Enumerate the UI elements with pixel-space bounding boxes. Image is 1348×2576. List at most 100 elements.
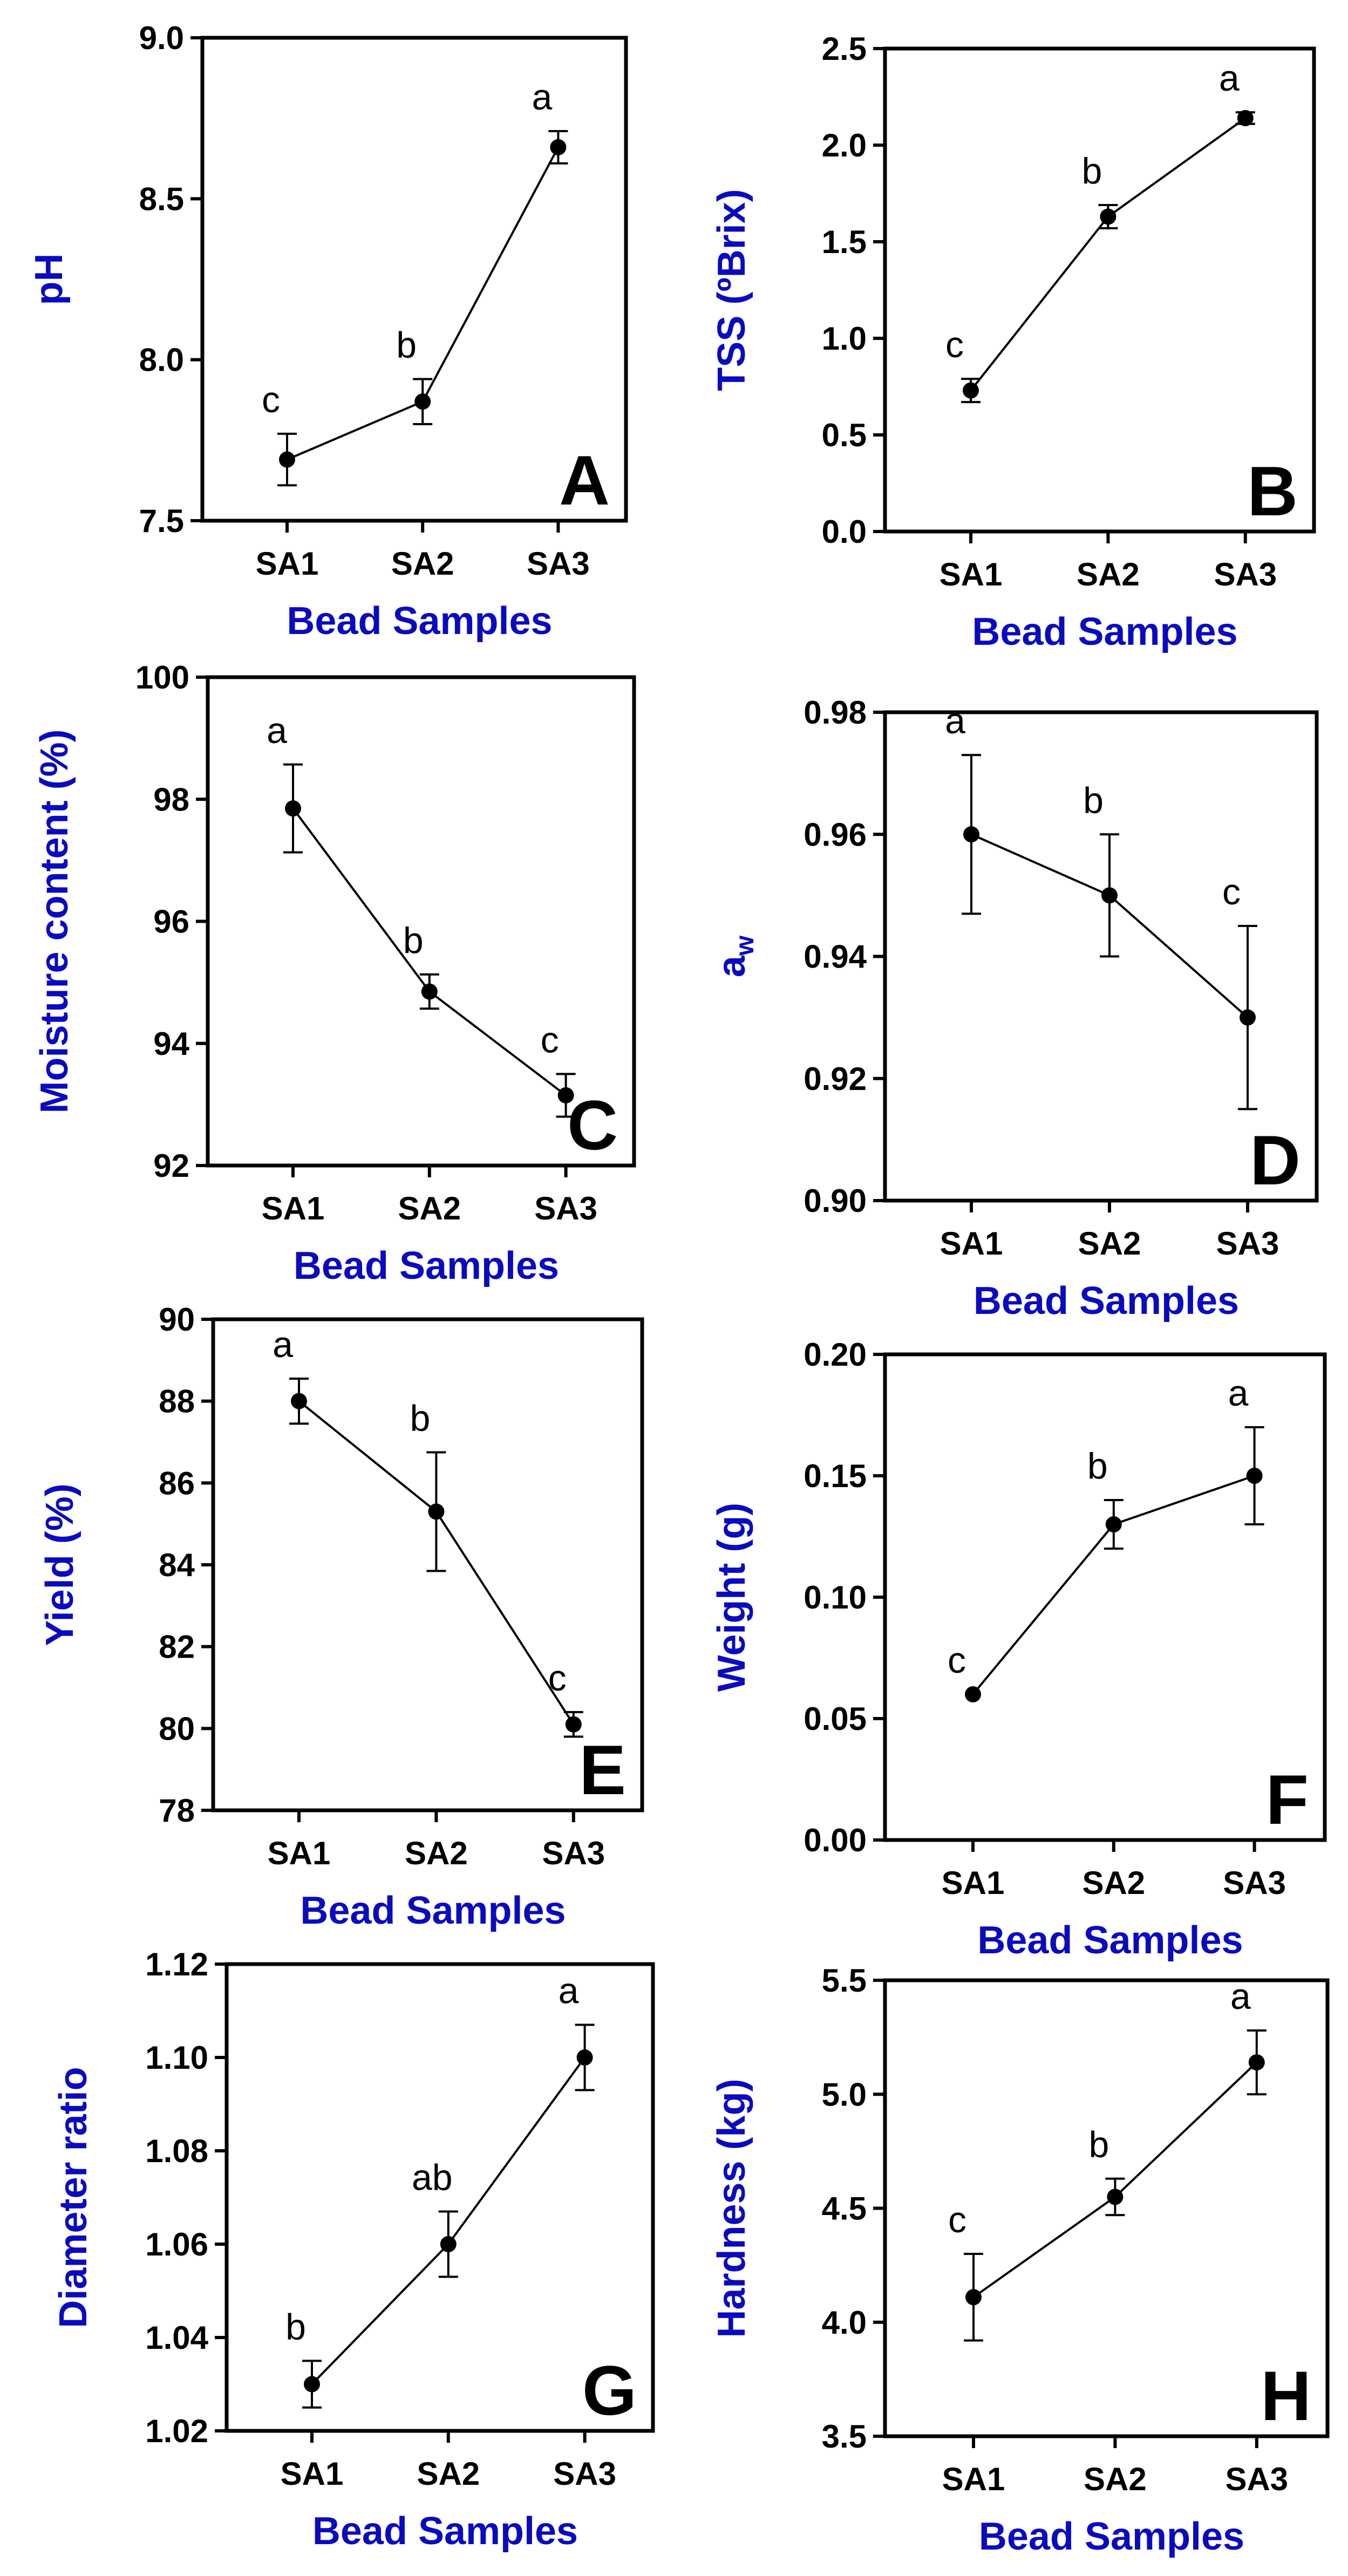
panel-b-significance-label: b [1081, 151, 1102, 192]
panel-c-series-line [292, 808, 567, 1096]
panel-c-y-axis-title: Moisture content (%) [33, 730, 76, 1114]
panel-d-ytick-label: 0.90 [804, 1183, 867, 1219]
panel-e-x-axis-title: Bead Samples [300, 1889, 566, 1932]
panel-f-significance-label: b [1087, 1446, 1108, 1487]
panel-f-significance-label: c [948, 1640, 966, 1681]
panel-h-data-point [965, 2289, 982, 2306]
panel-c-letter: C [567, 1086, 618, 1164]
panel-e-xtick-label: SA3 [542, 1835, 605, 1871]
panel-g-ytick-label: 1.10 [145, 2040, 208, 2076]
panel-d-significance-label: c [1222, 871, 1241, 912]
panel-h-y-axis-title: Hardness (kg) [710, 2078, 753, 2338]
panel-b-data-point [1237, 110, 1254, 126]
panel-c-ytick-label: 94 [153, 1026, 189, 1062]
panel-c-significance-label: a [267, 710, 287, 751]
panel-b-xtick-label: SA2 [1077, 556, 1140, 592]
panel-h-xtick-label: SA3 [1225, 2461, 1288, 2497]
panel-h-ytick-label: 4.0 [822, 2305, 867, 2341]
panel-b-y-axis-title: TSS (ºBrix) [710, 189, 753, 391]
panel-e-data-point [428, 1503, 445, 1520]
panel-h-xtick-label: SA1 [942, 2461, 1005, 2497]
panel-b-letter: B [1247, 452, 1298, 530]
panel-c-ytick-label: 98 [153, 781, 189, 817]
panel-b-ytick-label: 1.5 [822, 224, 867, 260]
panel-e-data-point [565, 1716, 582, 1733]
panel-c-x-axis-title: Bead Samples [294, 1244, 559, 1287]
panel-e-ytick-label: 90 [159, 1301, 195, 1338]
panel-e-significance-label: a [273, 1324, 293, 1365]
panel-e-significance-label: c [548, 1658, 567, 1699]
panel-c-xtick-label: SA3 [534, 1190, 597, 1226]
panel-g: 1.02 1.04 1.06 1.08 1.10 1.12 SA1 SA2 SA3 Bead Sa… [52, 1946, 655, 2553]
panel-b-ytick-label: 2.0 [822, 127, 867, 163]
panel-h-ytick-label: 3.5 [822, 2418, 867, 2455]
panel-d-data-point [1240, 1009, 1256, 1026]
panel-h-significance-label: a [1230, 1976, 1251, 2017]
panel-d-xtick-label: SA1 [940, 1225, 1003, 1262]
panel-d-ytick-label: 0.96 [804, 816, 867, 853]
panel-b-ytick-label: 1.0 [822, 321, 867, 357]
panel-g-data-point [576, 2049, 593, 2066]
panel-a-plot-frame [200, 36, 628, 523]
panel-c-ytick-label: 92 [153, 1148, 189, 1184]
panel-c-significance-label: c [541, 1019, 559, 1060]
panel-c-xtick-label: SA2 [398, 1190, 461, 1226]
panel-c-xtick-label: SA1 [262, 1190, 325, 1226]
panel-a-ytick-label: 9.0 [139, 20, 184, 56]
panel-b-xtick-label: SA3 [1214, 556, 1277, 592]
panel-e-xtick-label: SA2 [405, 1835, 468, 1871]
panel-d: 0.90 0.92 0.94 0.96 0.98 SA1 SA2 SA3 Bead Sample… [710, 694, 1319, 1323]
panel-h-xtick-label: SA2 [1084, 2461, 1147, 2497]
panel-a-significance-label: c [262, 379, 280, 420]
panel-a-significance-label: b [396, 324, 417, 365]
panel-h-data-point [1107, 2189, 1124, 2205]
panel-d-data-point [1101, 887, 1118, 904]
panel-e-significance-label: b [410, 1398, 430, 1439]
panel-f-data-point [1246, 1468, 1263, 1484]
panel-f-data-point [965, 1686, 981, 1702]
panel-a-ytick-label: 8.0 [139, 342, 184, 378]
panel-a-x-axis-title: Bead Samples [287, 599, 552, 643]
panel-g-xtick-label: SA1 [281, 2456, 344, 2492]
panel-c-ytick-label: 100 [135, 659, 189, 696]
panel-d-significance-label: b [1083, 780, 1104, 821]
panel-a-ytick-label: 7.5 [139, 503, 184, 539]
panel-h-ytick-label: 5.5 [822, 1962, 867, 1999]
panel-a-y-axis-title: pH [28, 254, 71, 305]
panel-f-ytick-label: 0.20 [804, 1337, 867, 1373]
panel-h-significance-label: c [948, 2199, 966, 2240]
panel-c-significance-label: b [403, 920, 424, 961]
panel-h-data-point [1248, 2054, 1265, 2071]
panel-g-ytick-label: 1.02 [145, 2413, 208, 2449]
panel-g-data-point [304, 2376, 320, 2393]
panel-a-data-point [550, 139, 567, 155]
panel-g-letter: G [582, 2351, 637, 2430]
panel-b-ytick-label: 2.5 [822, 31, 867, 67]
panel-g-xtick-label: SA2 [417, 2456, 480, 2492]
panel-g-significance-label: b [285, 2306, 306, 2347]
panel-f-xtick-label: SA3 [1223, 1865, 1286, 1901]
panel-d-x-axis-title: Bead Samples [973, 1279, 1239, 1323]
panel-b-data-point [963, 382, 979, 399]
panel-b-significance-label: c [945, 324, 964, 365]
panel-d-y-axis-title: aw [710, 935, 759, 977]
panel-b-series-line [970, 117, 1246, 391]
panel-d-data-point [963, 826, 979, 843]
panel-e-xtick-label: SA1 [268, 1835, 331, 1871]
panel-e-ytick-label: 88 [159, 1384, 195, 1420]
panel-a-ytick-label: 8.5 [139, 181, 184, 217]
panel-f-y-axis-title: Weight (g) [710, 1503, 753, 1692]
panel-a: 7.5 8.0 8.5 9.0 SA1 SA2 SA3 Bead Samples pH c b a A [28, 20, 628, 643]
panel-c-data-point [285, 800, 301, 817]
panel-g-significance-label: ab [412, 2157, 453, 2198]
panel-d-letter: D [1250, 1121, 1301, 1200]
panel-a-data-point [279, 451, 295, 468]
panel-f-xtick-label: SA1 [942, 1865, 1005, 1901]
panel-h-ytick-label: 4.5 [822, 2191, 867, 2227]
panel-e-data-point [291, 1393, 307, 1409]
panel-e: 78 80 82 84 86 88 90 SA1 SA2 SA3 Bead Samples Yield… [38, 1301, 644, 1932]
panel-f: 0.00 0.05 0.10 0.15 0.20 SA1 SA2 SA3 Bead Sample… [710, 1337, 1327, 1962]
panel-a-letter: A [559, 441, 610, 520]
panel-b: 0.0 0.5 1.0 1.5 2.0 2.5 SA1 SA2 SA3 Bead Samples T… [710, 31, 1316, 653]
